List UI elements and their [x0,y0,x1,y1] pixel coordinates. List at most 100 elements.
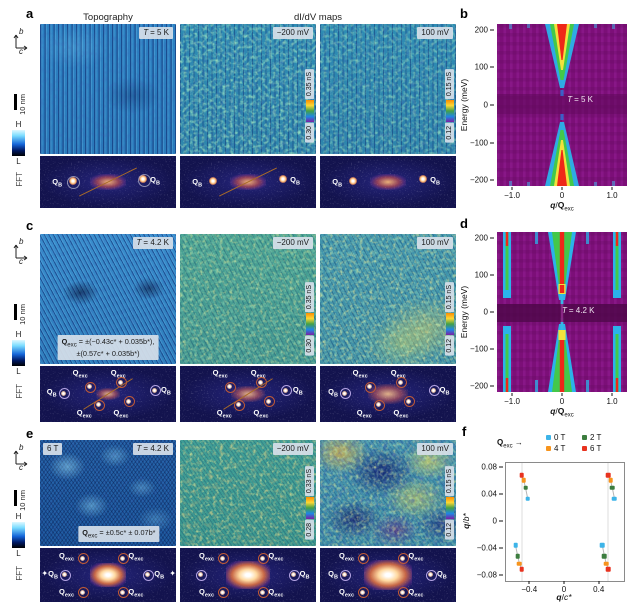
axes-arrows-icon [13,450,28,467]
x-tick-mark [528,581,530,584]
bias-label: 100 mV [417,443,453,455]
conductance-colorbar: 0.15 nS 0.12 [445,69,454,143]
qexc-label: Qexc [268,551,284,563]
y-tick-mark [490,311,494,313]
y-tick-label: 100 [474,62,488,72]
y-tick-mark [499,466,503,468]
colorbar-max-label: 0.15 nS [445,466,454,497]
panel-letter-b: b [460,6,468,21]
data-point-4T [517,561,522,566]
x-tick-label: 0.4 [593,585,605,594]
fft-didv-100mV-6T: Qexc Qexc Qexc Qexc QB QB [320,548,456,602]
bias-label: −200 mV [272,443,313,455]
y-tick-label: 0.04 [481,489,497,499]
bragg-peak-label: QB [290,174,300,187]
y-tick-label: 0 [483,307,488,317]
qexc-label: Qexc [339,551,355,563]
didv-map-minus200mV-4p2K: −200 mV 0.35 nS 0.30 [180,234,316,364]
colorbar-gradient [305,100,314,123]
legend-label: 6 T [590,444,602,453]
scale-bar: 10 nm [14,94,27,115]
qexc-ring [84,381,96,393]
qexc-ring [257,586,269,598]
colorbar-gradient [12,522,25,548]
y-tick-mark [499,547,503,549]
fft-didv-minus200mV-5K: QB QB [180,156,316,208]
fft-row-label: FFT [15,384,24,399]
y-tick-mark [490,348,494,350]
f-y-axis-ticks: 0.08 0.04 0 −0.04 −0.08 [474,462,504,580]
qexc-ring [264,396,276,408]
qexc-formula: Qexc = ±0.5c* ± 0.07b* [78,525,160,542]
colorbar-gradient [445,100,454,123]
y-tick-label: −100 [469,138,488,148]
qexc-label: Qexc [268,586,284,599]
qexc-ring [256,377,268,389]
x-tick-mark [563,581,565,584]
legend-label: 4 T [554,444,566,453]
temperature-annotation: T = 5 K [567,95,593,105]
qexc-ring [224,381,236,393]
panel-letter-a: a [26,6,34,21]
bragg-peak-label: QB [192,176,203,189]
cluster-connector-line [608,475,614,498]
legend-item: 0 T [546,433,582,442]
cluster-connector-line [602,545,608,568]
y-tick-mark [490,142,494,144]
field-label: 6 T [43,443,63,455]
qexc-label: Qexc [59,551,75,563]
fft-center-cluster [226,561,270,589]
x-tick-label: −1.0 [504,397,520,406]
y-tick-label: −0.04 [476,543,497,553]
bias-label: −200 mV [272,27,313,39]
scale-bar-mark [14,304,17,320]
bragg-peak-label: QB [48,568,58,581]
bragg-ring [59,388,71,400]
x-tick-label: 0 [559,397,565,406]
x-tick-mark [611,187,613,190]
qexc-ring [397,553,409,565]
data-point-0T [513,543,518,548]
height-colorbar: H L [12,120,25,166]
y-tick-label: −200 [469,381,488,391]
qexc-label: Qexc [199,586,215,599]
cluster-connector-line [522,475,528,498]
fft-center-cluster [90,174,126,190]
bragg-peak-label: QB [332,176,343,189]
qexc-ring [397,586,409,598]
noise-texture [180,440,316,546]
bragg-peak-label: QB [436,568,447,581]
axis-label-c: c [19,257,23,266]
axes-arrows-icon [13,244,28,261]
grid-line [521,463,523,581]
y-tick-label: 100 [474,270,488,280]
bragg-peak-label: QB [328,387,338,399]
fft-didv-minus200mV-6T: Qexc Qexc Qexc Qexc QB [180,548,316,602]
crystal-axes-indicator: b c [10,237,36,270]
bragg-peak-ring [67,175,81,189]
b-y-axis-ticks: 200 100 0 −100 −200 [467,24,495,186]
data-point-6T [519,566,524,572]
legend-label: 2 T [590,433,602,442]
legend-swatch [546,446,551,451]
fft-center-cluster [96,388,120,400]
panel-letter-d: d [460,216,468,231]
qexc-label: Qexc [352,367,368,380]
data-point-2T [523,485,528,491]
qexc-ring [78,586,90,598]
bragg-ring [340,569,352,581]
y-tick-label: 200 [474,25,488,35]
conductance-colorbar: 0.35 nS 0.30 [305,69,314,143]
qexc-label: Qexc [408,586,424,599]
bragg-ring [288,569,300,581]
fft-row-label: FFT [15,566,24,581]
colorbar-gradient [12,130,25,156]
bias-label: 100 mV [417,27,453,39]
legend-item: 6 T [582,444,618,453]
y-tick-label: 0 [492,516,497,526]
grid-line [607,463,609,581]
colorbar-min-label: 0.12 [445,336,454,356]
fft-topography-6T: Qexc Qexc Qexc Qexc QB QB ✦ ✦ [40,548,176,602]
didv-map-minus200mV-6T: −200 mV 0.33 nS 0.28 [180,440,316,546]
fft-guide-line [219,167,277,197]
